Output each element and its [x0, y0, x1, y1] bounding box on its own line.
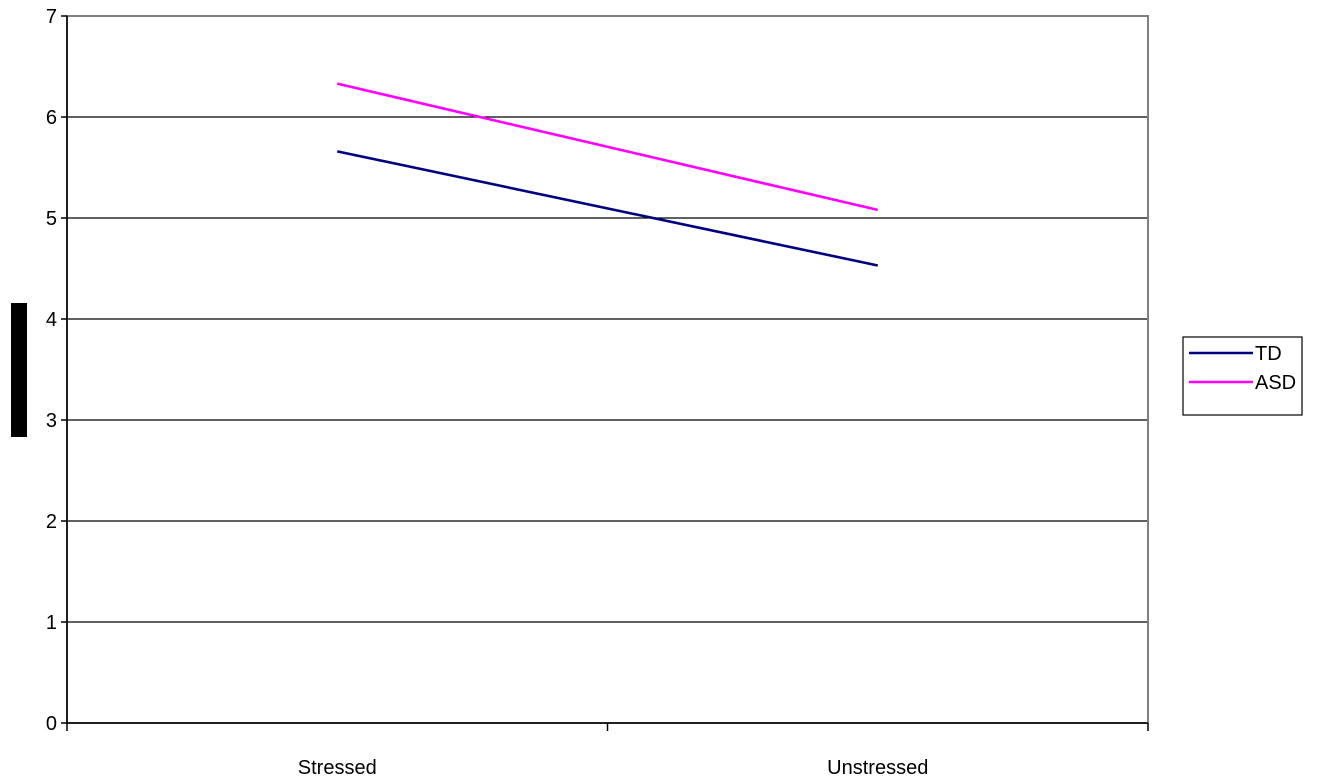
y-tick-labels: 0 1 2 3 4 5 6 7	[46, 6, 57, 735]
gridlines	[67, 116, 1148, 623]
x-tick-label: Unstressed	[827, 757, 928, 779]
y-tick-label: 2	[46, 511, 57, 533]
legend-label-td: TD	[1255, 343, 1282, 365]
series-line-td	[336, 150, 879, 267]
series-line-asd	[336, 82, 879, 212]
y-tick-label: 3	[46, 410, 57, 432]
legend-label-asd: ASD	[1255, 372, 1296, 394]
legend: TD ASD	[1182, 336, 1303, 416]
axes	[61, 15, 1149, 731]
x-tick-labels: Stressed Unstressed	[298, 757, 929, 779]
y-tick-label: 1	[46, 612, 57, 634]
y-tick-label: 5	[46, 208, 57, 230]
y-tick-label: 7	[46, 6, 57, 28]
y-tick-label: 6	[46, 107, 57, 129]
plot-area-frame	[66, 15, 1149, 724]
redacted-y-axis-label	[11, 303, 27, 437]
series-lines	[336, 82, 879, 267]
y-tick-label: 0	[46, 713, 57, 735]
y-tick-label: 4	[46, 309, 57, 331]
x-tick-label: Stressed	[298, 757, 377, 779]
legend-box	[1182, 336, 1303, 416]
